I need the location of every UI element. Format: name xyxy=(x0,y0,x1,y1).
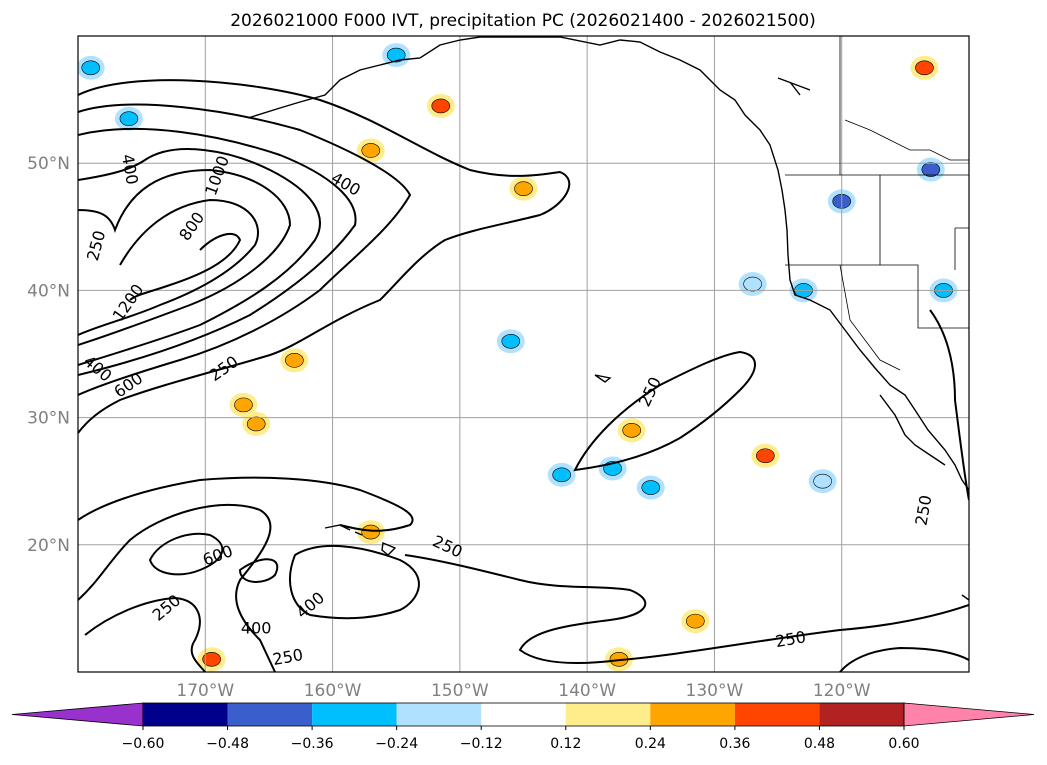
colorbar-tick-label: −0.12 xyxy=(460,736,503,752)
colorbar-tick-label: 0.12 xyxy=(550,736,581,752)
colorbar-segment xyxy=(396,703,482,726)
precip-patch xyxy=(622,423,641,438)
colorbar-tick-label: 0.36 xyxy=(719,736,750,752)
colorbar xyxy=(11,702,1035,727)
precip-patch xyxy=(915,60,934,76)
colorbar-segment xyxy=(650,703,735,726)
precip-patch xyxy=(361,143,381,158)
colorbar-tick-label: −0.36 xyxy=(291,736,334,752)
colorbar-extend-low xyxy=(11,702,144,727)
lon-tick-label: 150°W xyxy=(431,681,489,701)
precip-patch xyxy=(246,416,266,432)
precip-patch xyxy=(501,333,521,349)
gridlines xyxy=(78,36,969,672)
ivt-contours xyxy=(78,79,969,672)
colorbar-tick-label: 0.24 xyxy=(635,736,666,752)
colorbar-segment xyxy=(565,703,651,726)
precip-patch xyxy=(686,613,705,629)
colorbar-segment xyxy=(227,703,313,726)
latitude-labels: 50°N 40°N 30°N 20°N xyxy=(27,154,70,556)
colorbar-frame xyxy=(142,702,905,727)
precip-patch xyxy=(431,98,451,114)
colorbar-tick-label: −0.60 xyxy=(122,736,165,752)
precip-patch xyxy=(234,397,253,413)
colorbar-tick-label: 0.60 xyxy=(888,736,919,752)
precip-patch xyxy=(514,181,533,196)
lon-tick-label: 130°W xyxy=(686,681,744,701)
precip-patch xyxy=(756,448,775,464)
precip-patch xyxy=(921,162,941,177)
lon-tick-label: 140°W xyxy=(558,681,616,701)
contour-label: 400 xyxy=(241,618,272,637)
colorbar-tick-label: −0.48 xyxy=(206,736,249,752)
precip-patch xyxy=(361,524,381,540)
lat-tick-label: 20°N xyxy=(27,536,70,556)
lat-tick-label: 50°N xyxy=(27,154,70,174)
colorbar-labels: −0.60 −0.48 −0.36 −0.24 −0.12 0.12 0.24 0.36 0.4… xyxy=(122,726,920,752)
political-borders xyxy=(785,36,969,371)
lat-tick-label: 40°N xyxy=(27,281,70,301)
colorbar-segment xyxy=(819,703,904,726)
lat-tick-label: 30°N xyxy=(27,409,70,429)
lon-tick-label: 120°W xyxy=(813,681,871,701)
precip-patch xyxy=(119,111,139,126)
colorbar-segment xyxy=(312,703,397,726)
precip-patch xyxy=(386,47,406,63)
map-frame xyxy=(77,35,970,673)
precipitation-shading xyxy=(78,43,958,672)
precip-patch xyxy=(285,353,304,368)
colorbar-segment xyxy=(734,703,820,726)
lon-tick-label: 170°W xyxy=(176,681,234,701)
colorbar-segment xyxy=(481,703,566,726)
precip-patch xyxy=(743,276,762,292)
precip-patch xyxy=(202,651,221,667)
precip-patch xyxy=(813,473,832,489)
precip-patch xyxy=(552,467,571,483)
chart-title: 2026021000 F000 IVT, precipitation PC (2… xyxy=(230,11,816,31)
lon-tick-label: 160°W xyxy=(304,681,362,701)
colorbar-tick-label: 0.48 xyxy=(804,736,835,752)
longitude-labels: 170°W 160°W 150°W 140°W 130°W 120°W xyxy=(176,681,870,701)
colorbar-extend-high xyxy=(903,702,1035,727)
precip-patch xyxy=(81,60,101,76)
precip-patch xyxy=(641,480,661,495)
colorbar-segment xyxy=(143,703,228,726)
colorbar-tick-label: −0.24 xyxy=(375,736,418,752)
